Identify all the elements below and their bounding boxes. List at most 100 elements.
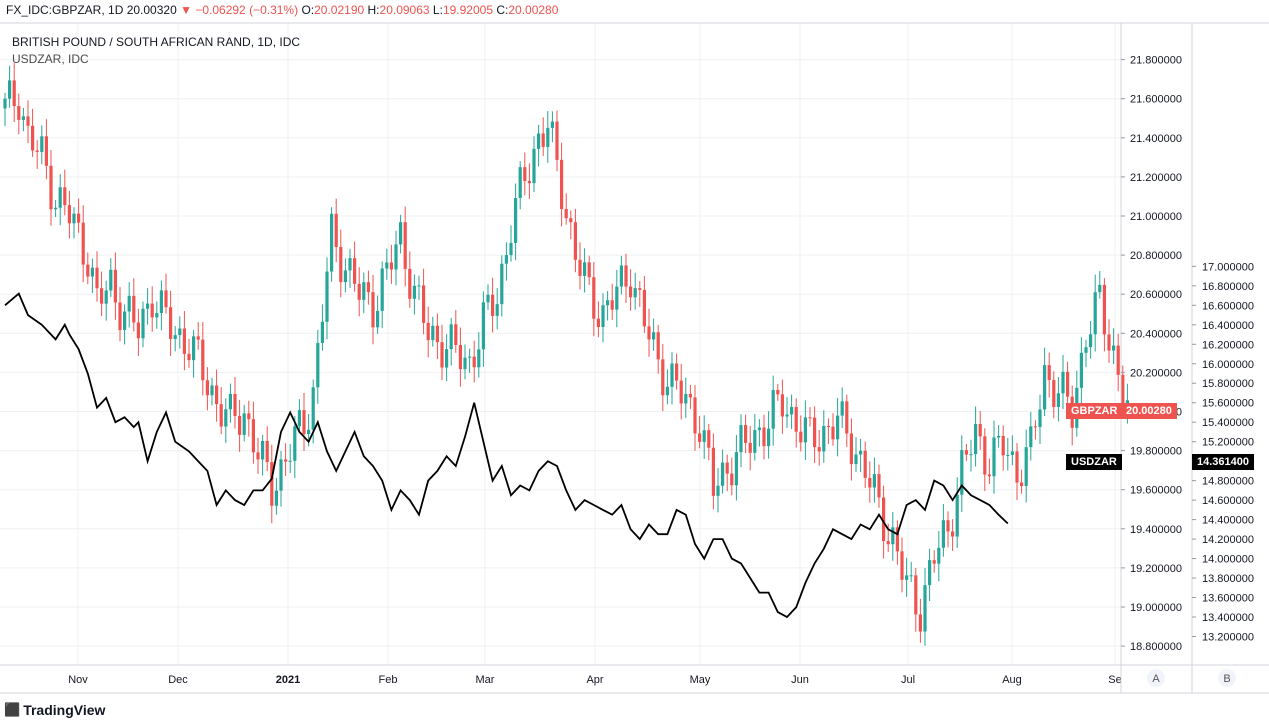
candle-body bbox=[72, 213, 76, 224]
candle-body bbox=[638, 288, 642, 290]
y-tick-label: 20.400000 bbox=[1130, 328, 1182, 340]
y2-tick-label: 15.200000 bbox=[1202, 437, 1254, 449]
tradingview-logo[interactable]: ⬛ TradingView bbox=[4, 702, 105, 718]
scale-button-b bbox=[1218, 669, 1236, 687]
y-tick-label: 19.200000 bbox=[1130, 563, 1182, 575]
candle-body bbox=[307, 429, 311, 435]
candle-body bbox=[251, 419, 255, 453]
y2-tick-label: 14.800000 bbox=[1202, 476, 1254, 488]
candle-body bbox=[527, 180, 531, 184]
candle-body bbox=[909, 575, 913, 577]
open-value: 20.02190 bbox=[314, 3, 365, 17]
candle-body bbox=[284, 459, 288, 462]
x-tick-label: Dec bbox=[168, 674, 188, 686]
candle-body bbox=[928, 560, 932, 586]
gbpzar-candles bbox=[3, 62, 1129, 646]
candle-body bbox=[302, 410, 306, 435]
candle-body bbox=[196, 336, 200, 340]
candle-body bbox=[192, 336, 196, 361]
candle-body bbox=[265, 440, 269, 463]
candle-body bbox=[67, 205, 71, 224]
y2-tick-label: 13.200000 bbox=[1202, 631, 1254, 643]
candle-body bbox=[1024, 447, 1028, 486]
candle-body bbox=[1033, 426, 1037, 428]
candle-body bbox=[739, 425, 743, 453]
candle-body bbox=[960, 450, 964, 495]
candle-body bbox=[707, 430, 711, 448]
y2-tick-label: 15.600000 bbox=[1202, 398, 1254, 410]
candle-body bbox=[987, 474, 991, 477]
overlay-series-legend[interactable]: USDZAR, IDC bbox=[12, 52, 89, 66]
x-tick-label: Feb bbox=[379, 674, 398, 686]
x-tick-label: Mar bbox=[476, 674, 495, 686]
candle-body bbox=[537, 133, 541, 149]
candle-body bbox=[624, 265, 628, 287]
candle-body bbox=[541, 133, 545, 147]
candle-body bbox=[182, 328, 186, 354]
candle-body bbox=[228, 393, 232, 410]
candle-body bbox=[311, 387, 315, 430]
y2-tick-label: 16.000000 bbox=[1202, 359, 1254, 371]
candle-body bbox=[698, 433, 702, 442]
candle-body bbox=[412, 285, 416, 299]
candle-body bbox=[753, 430, 757, 453]
candle-body bbox=[343, 270, 347, 283]
candle-body bbox=[1047, 365, 1051, 380]
candle-body bbox=[725, 462, 729, 474]
candle-body bbox=[468, 356, 472, 358]
candle-body bbox=[1020, 482, 1024, 486]
candle-body bbox=[17, 106, 21, 120]
candle-body bbox=[675, 363, 679, 381]
candle-body bbox=[1038, 409, 1042, 428]
candle-body bbox=[932, 560, 936, 564]
candle-body bbox=[445, 349, 449, 368]
candle-body bbox=[357, 283, 361, 300]
candle-body bbox=[670, 363, 674, 387]
candle-body bbox=[21, 116, 25, 120]
candle-body bbox=[504, 255, 508, 264]
high-label: H: bbox=[367, 3, 380, 17]
gridlines bbox=[0, 23, 1121, 665]
candle-body bbox=[1015, 451, 1019, 483]
candle-body bbox=[380, 268, 384, 311]
candle-body bbox=[955, 494, 959, 537]
candle-body bbox=[431, 325, 435, 341]
candle-body bbox=[978, 424, 982, 437]
candle-body bbox=[1121, 374, 1125, 407]
candle-body bbox=[780, 394, 784, 417]
candle-body bbox=[399, 222, 403, 245]
candle-body bbox=[159, 290, 163, 314]
main-series-legend[interactable]: BRITISH POUND / SOUTH AFRICAN RAND, 1D, … bbox=[12, 35, 301, 49]
candle-body bbox=[813, 417, 817, 448]
low-value: 19.92005 bbox=[442, 3, 493, 17]
gbpzar-price-tag: 20.00280 bbox=[1121, 403, 1177, 419]
y2-tick-label: 13.600000 bbox=[1202, 593, 1254, 605]
candle-body bbox=[992, 437, 996, 477]
y-tick-label: 18.800000 bbox=[1130, 641, 1182, 653]
candle-body bbox=[891, 527, 895, 545]
candle-body bbox=[100, 288, 104, 304]
candle-body bbox=[477, 349, 481, 368]
candle-body bbox=[86, 264, 90, 277]
candle-body bbox=[1089, 334, 1093, 348]
candle-body bbox=[826, 425, 830, 427]
y-tick-label: 19.000000 bbox=[1130, 602, 1182, 614]
y2-tick-label: 13.400000 bbox=[1202, 612, 1254, 624]
candle-body bbox=[633, 288, 637, 298]
candle-body bbox=[233, 393, 237, 416]
candle-body bbox=[123, 311, 127, 331]
candle-body bbox=[964, 450, 968, 455]
candle-body bbox=[1001, 435, 1005, 456]
candle-body bbox=[592, 277, 596, 319]
candle-body bbox=[320, 321, 324, 343]
candle-body bbox=[238, 415, 242, 435]
y-tick-label: 19.800000 bbox=[1130, 446, 1182, 458]
y2-tick-label: 16.800000 bbox=[1202, 281, 1254, 293]
close-value: 20.00280 bbox=[508, 3, 559, 17]
candle-body bbox=[509, 242, 513, 256]
candle-body bbox=[136, 322, 140, 339]
usdzar-price-tag: 14.361400 bbox=[1192, 454, 1254, 470]
candle-body bbox=[330, 213, 334, 272]
candle-body bbox=[49, 165, 53, 210]
candle-body bbox=[555, 121, 559, 160]
